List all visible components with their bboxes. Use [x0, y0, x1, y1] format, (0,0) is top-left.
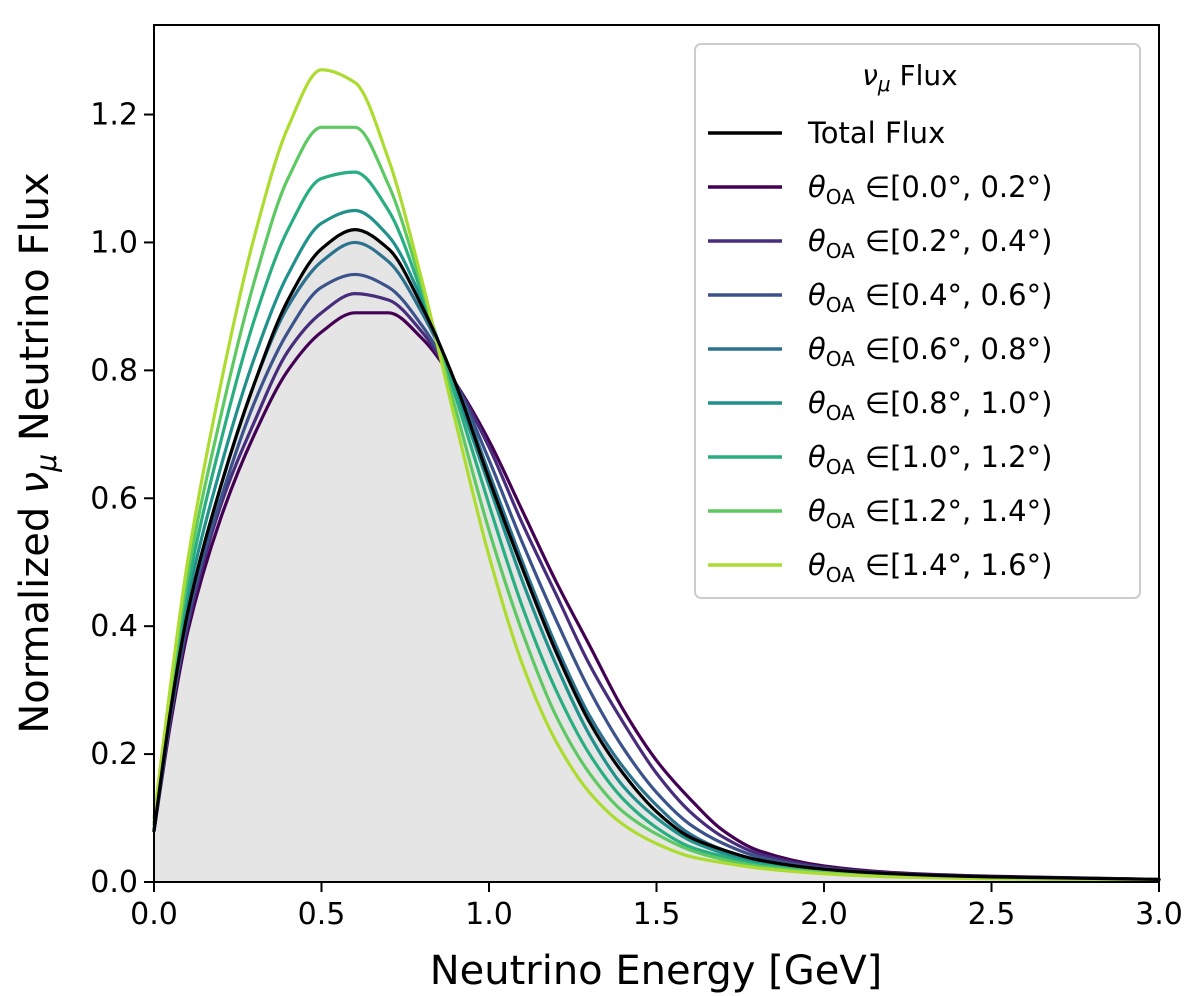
x-tick-label: 3.0	[1135, 897, 1183, 932]
legend-entry: θOA ∈[0.4°, 0.6°)	[708, 278, 1052, 317]
legend-theta-subscript: OA	[826, 347, 855, 371]
legend-label: θOA ∈[1.4°, 1.6°)	[808, 548, 1052, 587]
legend-label: θOA ∈[1.2°, 1.4°)	[808, 494, 1052, 533]
legend-angle-range: ∈[0.8°, 1.0°)	[865, 386, 1053, 420]
y-tick-label: 0.2	[90, 737, 138, 772]
legend-theta-subscript: OA	[826, 455, 855, 479]
legend-theta-symbol: θ	[808, 332, 826, 366]
series-line-theta-bin-2	[152, 292, 1161, 882]
legend-label: θOA ∈[0.4°, 0.6°)	[808, 278, 1052, 317]
series-line-theta-bin-7	[152, 125, 1161, 882]
y-tick-label: 0.0	[90, 865, 138, 900]
legend-title: νμ Flux	[862, 59, 957, 96]
y-tick-label: 0.6	[90, 481, 138, 516]
x-tick-label: 2.5	[968, 897, 1016, 932]
legend-angle-range: ∈[0.6°, 0.8°)	[865, 332, 1053, 366]
total-flux-shaded-area	[154, 229, 1159, 882]
legend-entry: θOA ∈[0.6°, 0.8°)	[708, 332, 1052, 371]
legend-label: θOA ∈[0.6°, 0.8°)	[808, 332, 1052, 371]
y-tick-label: 1.2	[90, 98, 138, 133]
legend-angle-range: ∈[0.4°, 0.6°)	[865, 278, 1053, 312]
y-axis-label-suffix: Neutrino Flux	[12, 172, 58, 454]
legend-angle-range: ∈[0.0°, 0.2°)	[865, 170, 1053, 204]
legend-theta-symbol: θ	[808, 278, 826, 312]
y-axis-label-symbol: ν	[12, 472, 58, 494]
legend-theta-symbol: θ	[808, 170, 826, 204]
legend-theta-subscript: OA	[826, 509, 855, 533]
legend-entry: θOA ∈[0.8°, 1.0°)	[708, 386, 1052, 425]
legend-label: Total Flux	[807, 116, 945, 150]
legend-box	[694, 43, 1141, 599]
legend-theta-subscript: OA	[826, 239, 855, 263]
legend-label: θOA ∈[0.2°, 0.4°)	[808, 224, 1052, 263]
legend-label: θOA ∈[0.0°, 0.2°)	[808, 170, 1052, 209]
legend-title-suffix: Flux	[891, 59, 958, 92]
x-tick-label: 0.5	[298, 897, 346, 932]
legend-angle-range: ∈[0.2°, 0.4°)	[865, 224, 1053, 258]
legend-entry: θOA ∈[0.2°, 0.4°)	[708, 224, 1052, 263]
x-tick-label: 2.0	[800, 897, 848, 932]
y-tick-label: 0.8	[90, 353, 138, 388]
x-tick-label: 1.0	[465, 897, 513, 932]
legend-angle-range: ∈[1.4°, 1.6°)	[865, 548, 1053, 582]
y-tick-label: 1.0	[90, 225, 138, 260]
legend-entry: Total Flux	[708, 116, 945, 150]
shaded-area-layer	[154, 229, 1159, 882]
y-axis-label-prefix: Normalized	[12, 494, 58, 734]
series-line-theta-bin-8	[152, 68, 1161, 882]
legend-theta-subscript: OA	[826, 401, 855, 425]
legend-entry: θOA ∈[1.0°, 1.2°)	[708, 440, 1052, 479]
legend-angle-range: ∈[1.2°, 1.4°)	[865, 494, 1053, 528]
legend-theta-subscript: OA	[826, 563, 855, 587]
legend-title-subscript: μ	[877, 72, 891, 96]
legend-entry: θOA ∈[1.4°, 1.6°)	[708, 548, 1052, 587]
x-axis-ticks: 0.0 0.5 1.0 1.5 2.0 2.5 3.0	[130, 882, 1183, 932]
legend-label: θOA ∈[1.0°, 1.2°)	[808, 440, 1052, 479]
legend-theta-symbol: θ	[808, 440, 826, 474]
legend-label: θOA ∈[0.8°, 1.0°)	[808, 386, 1052, 425]
x-tick-label: 1.5	[633, 897, 681, 932]
y-axis-label-subscript: μ	[30, 454, 63, 473]
x-tick-label: 0.0	[130, 897, 178, 932]
y-axis-label: Normalized νμ Neutrino Flux	[12, 172, 63, 733]
legend-theta-symbol: θ	[808, 224, 826, 258]
legend-theta-subscript: OA	[826, 293, 855, 317]
series-line-total-flux	[152, 228, 1161, 882]
legend-theta-subscript: OA	[826, 185, 855, 209]
x-axis-label: Neutrino Energy [GeV]	[430, 948, 883, 994]
legend-entry: θOA ∈[1.2°, 1.4°)	[708, 494, 1052, 533]
y-tick-label: 0.4	[90, 609, 138, 644]
series-layer	[152, 68, 1161, 882]
legend-title-symbol: ν	[862, 59, 878, 92]
y-axis-ticks: 0.0 0.2 0.4 0.6 0.8 1.0 1.2	[90, 98, 154, 900]
legend-angle-range: ∈[1.0°, 1.2°)	[865, 440, 1053, 474]
legend-theta-symbol: θ	[808, 386, 826, 420]
legend-theta-symbol: θ	[808, 548, 826, 582]
legend-theta-symbol: θ	[808, 494, 826, 528]
series-line-theta-bin-1	[152, 311, 1161, 882]
legend-entry: θOA ∈[0.0°, 0.2°)	[708, 170, 1052, 209]
